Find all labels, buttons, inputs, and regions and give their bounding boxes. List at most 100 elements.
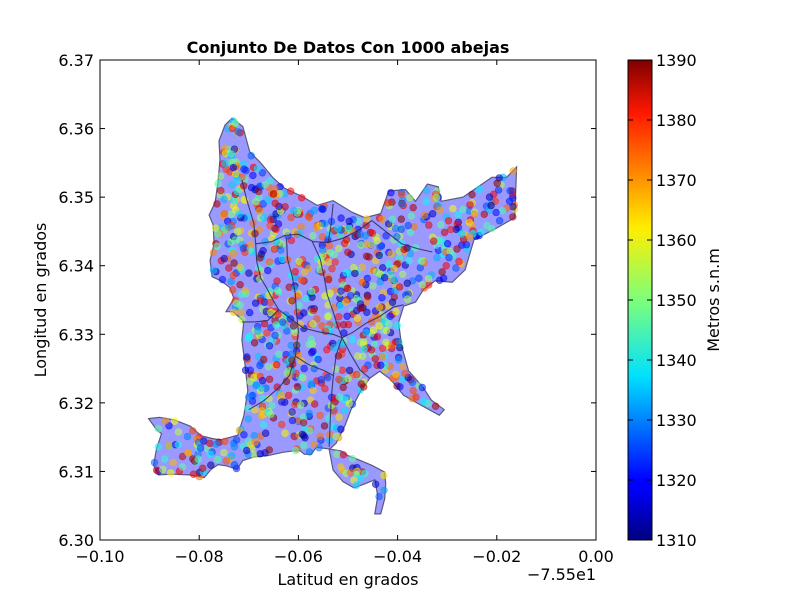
bee-point bbox=[311, 400, 319, 408]
bee-point bbox=[249, 171, 257, 180]
colorbar-ticks: 1310 1320 1330 1340 1350 1360 1370 1380 1390 bbox=[628, 51, 697, 550]
plot-frame bbox=[99, 59, 597, 541]
bee-point bbox=[378, 353, 386, 361]
colorbar-tick-label: 1310 bbox=[656, 531, 697, 550]
bee-point bbox=[228, 158, 236, 166]
bee-point bbox=[307, 335, 315, 344]
bee-point bbox=[299, 419, 308, 427]
bee-point bbox=[313, 315, 321, 323]
colorbar-label: Metros s.n.m bbox=[704, 248, 723, 352]
bee-point bbox=[357, 241, 365, 249]
bee-point bbox=[396, 383, 404, 391]
bee-point bbox=[335, 313, 343, 321]
bee-point bbox=[387, 250, 395, 258]
bee-point bbox=[392, 307, 400, 316]
bee-point bbox=[297, 276, 306, 284]
bee-point bbox=[362, 328, 370, 337]
bee-point bbox=[252, 381, 260, 390]
bee-point bbox=[264, 266, 272, 275]
bee-point bbox=[310, 440, 318, 449]
y-tick-label: 6.37 bbox=[58, 51, 94, 70]
bee-point bbox=[361, 365, 369, 373]
bee-point bbox=[225, 264, 233, 272]
bee-point bbox=[394, 337, 403, 346]
colorbar: 1310 1320 1330 1340 1350 1360 1370 1380 1390 Met… bbox=[627, 51, 723, 550]
bee-point bbox=[209, 266, 218, 274]
bee-point bbox=[240, 431, 248, 439]
bee-point bbox=[217, 172, 225, 180]
bee-point bbox=[271, 331, 279, 340]
bee-point bbox=[230, 443, 239, 451]
bee-point bbox=[273, 361, 281, 369]
bee-point bbox=[425, 221, 433, 229]
bee-point bbox=[430, 237, 438, 245]
bee-point bbox=[255, 207, 264, 215]
bee-point bbox=[265, 375, 274, 383]
bee-point bbox=[375, 322, 383, 330]
bee-point bbox=[337, 287, 345, 295]
bee-point bbox=[452, 264, 460, 272]
bee-point bbox=[436, 206, 444, 214]
bee-point bbox=[222, 457, 231, 465]
bee-point bbox=[444, 217, 453, 225]
bee-point bbox=[397, 190, 406, 199]
y-tick-label: 6.30 bbox=[58, 531, 94, 550]
bee-point bbox=[293, 308, 301, 316]
bee-point bbox=[274, 311, 282, 319]
bee-point bbox=[397, 215, 405, 223]
bee-point bbox=[207, 461, 215, 469]
bee-point bbox=[392, 370, 400, 378]
bee-point bbox=[298, 194, 306, 202]
bee-point bbox=[406, 194, 414, 202]
x-tick-label: −0.08 bbox=[175, 547, 224, 566]
bee-point bbox=[363, 215, 371, 223]
bee-point bbox=[302, 294, 310, 303]
colorbar-tick-label: 1340 bbox=[656, 351, 697, 370]
bee-point bbox=[231, 170, 240, 178]
bee-point bbox=[377, 361, 385, 369]
bee-point bbox=[380, 273, 389, 282]
bee-point bbox=[373, 333, 382, 341]
bee-point bbox=[189, 470, 198, 478]
bee-point bbox=[229, 286, 237, 294]
bee-point bbox=[394, 356, 403, 364]
bee-point bbox=[281, 203, 289, 211]
bee-point bbox=[320, 422, 329, 430]
bee-point bbox=[360, 338, 368, 346]
x-axis: −0.10 −0.08 −0.06 −0.04 −0.02 0.00 bbox=[75, 60, 614, 566]
bee-point bbox=[154, 425, 163, 433]
y-axis-label: Longitud en grados bbox=[31, 223, 50, 378]
bee-point bbox=[449, 204, 457, 213]
bee-point bbox=[272, 321, 280, 329]
bee-point bbox=[372, 257, 380, 265]
bee-point bbox=[293, 382, 302, 391]
bee-point bbox=[297, 222, 305, 231]
bee-point bbox=[455, 257, 463, 266]
bee-point bbox=[178, 463, 187, 471]
bee-point bbox=[237, 308, 245, 317]
bee-point bbox=[431, 402, 440, 410]
bee-point bbox=[468, 190, 476, 199]
bee-point bbox=[480, 210, 488, 218]
bee-point bbox=[465, 218, 473, 227]
bee-point bbox=[332, 432, 340, 441]
bee-point bbox=[244, 393, 253, 401]
bee-point bbox=[393, 233, 401, 241]
bee-point bbox=[358, 263, 366, 271]
bee-point bbox=[405, 257, 413, 265]
bee-point bbox=[319, 246, 327, 254]
bee-point bbox=[241, 366, 250, 374]
bee-point bbox=[278, 398, 286, 406]
bee-point bbox=[220, 209, 229, 218]
bee-point bbox=[194, 455, 202, 463]
bee-point bbox=[230, 196, 238, 205]
bee-point bbox=[234, 128, 242, 136]
bee-point bbox=[225, 223, 233, 231]
bee-point bbox=[345, 217, 353, 226]
bee-point bbox=[335, 413, 343, 421]
bee-point bbox=[305, 426, 314, 435]
bee-point bbox=[161, 417, 170, 425]
bee-point bbox=[371, 355, 379, 363]
bee-point bbox=[296, 320, 305, 328]
